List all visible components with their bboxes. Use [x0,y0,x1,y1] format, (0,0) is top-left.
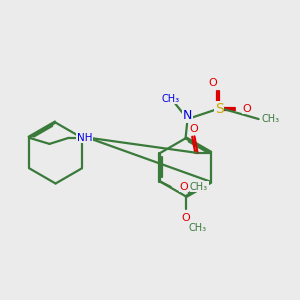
Text: O: O [242,104,251,114]
Text: NH: NH [77,133,92,143]
Text: O: O [179,182,188,192]
Text: CH₃: CH₃ [189,223,207,233]
Text: O: O [181,212,190,223]
Text: O: O [189,124,198,134]
Text: CH₃: CH₃ [161,94,179,104]
Text: O: O [208,79,217,88]
Text: N: N [183,110,192,122]
Text: CH₃: CH₃ [262,114,280,124]
Text: S: S [215,102,224,116]
Text: CH₃: CH₃ [190,182,208,192]
